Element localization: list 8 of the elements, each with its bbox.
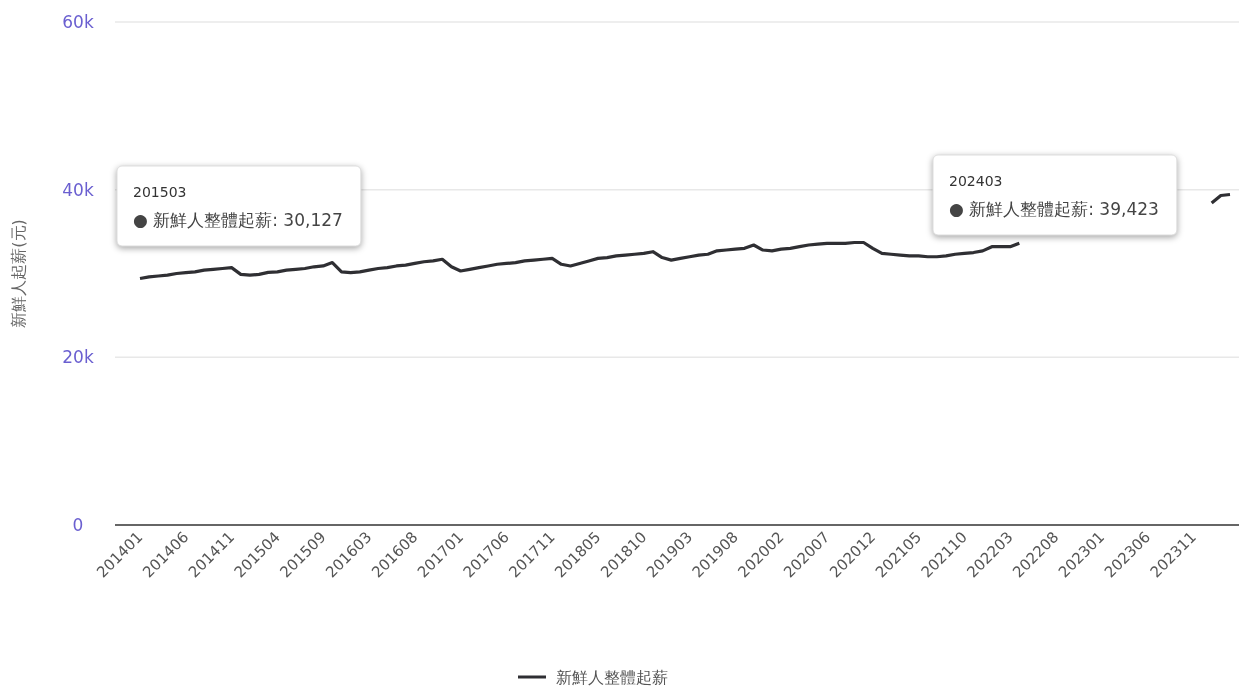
y-axis-title: 新鮮人起薪(元)	[9, 219, 28, 328]
y-tick-label: 60k	[62, 12, 94, 32]
annotation: 201503 ● 新鮮人整體起薪: 30,127	[133, 184, 343, 230]
annotation: 202403 ● 新鮮人整體起薪: 39,423	[949, 173, 1159, 219]
y-tick-label: 20k	[62, 347, 94, 368]
legend-label: 新鮮人整體起薪	[556, 668, 668, 686]
y-tick-label: 0	[72, 515, 84, 535]
y-tick-label: 40k	[62, 179, 94, 200]
